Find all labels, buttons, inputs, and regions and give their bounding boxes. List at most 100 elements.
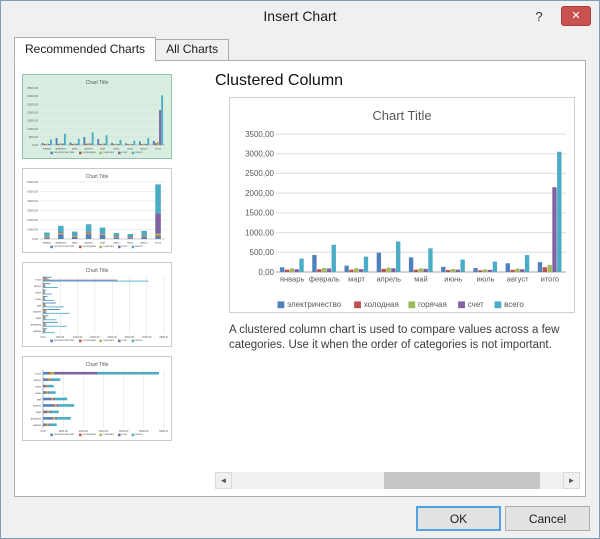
chart-thumbnail-stacked-bar[interactable]: Chart Title 0,00 1000,00 2000,00 3000,00 4000… [22,356,172,441]
svg-text:электричество: электричество [54,338,75,342]
chart-thumbnail-clustered-column[interactable]: Chart Title 0,00 500,00 1000,00 1500,00 2000,… [22,74,172,159]
svg-text:1000,00: 1000,00 [27,228,38,232]
svg-text:электричество: электричество [54,150,75,154]
scrollbar-track[interactable] [232,472,563,489]
svg-text:август: август [507,275,529,284]
svg-text:март: март [72,148,79,151]
svg-text:июль: июль [35,385,42,388]
chart-preview-frame: Chart Title 0,00 500,00 1000,00 1500,00 2000,… [229,97,575,313]
tab-recommended-charts[interactable]: Recommended Charts [14,37,157,62]
svg-text:счет: счет [122,244,129,248]
chart-thumbnail-stacked-column[interactable]: Chart Title 0,00 1000,00 2000,00 3000,00 4000… [22,168,172,253]
svg-text:2500,00: 2500,00 [245,169,274,178]
svg-text:1500,00: 1500,00 [245,209,274,218]
svg-text:июль: июль [127,148,134,151]
svg-text:горячая: горячая [418,300,447,309]
svg-text:июль: июль [35,291,42,294]
help-icon[interactable]: ? [527,7,551,26]
svg-text:4000,00: 4000,00 [27,199,38,203]
svg-text:2000,00: 2000,00 [79,429,89,433]
svg-text:май: май [414,275,428,284]
svg-text:март: март [36,411,43,414]
svg-text:0,00: 0,00 [40,335,46,339]
svg-text:счет: счет [468,300,484,309]
svg-text:июнь: июнь [113,242,120,245]
svg-text:6000,00: 6000,00 [27,180,38,184]
svg-text:март: март [72,242,79,245]
thumbnail-stacked-bar-chart: Chart Title 0,00 1000,00 2000,00 3000,00 4000… [31,362,168,437]
svg-text:3000,00: 3000,00 [245,150,274,159]
cancel-button[interactable]: Cancel [505,506,590,531]
svg-text:январь: январь [280,275,304,284]
svg-text:3500,00: 3500,00 [245,130,274,139]
svg-text:Chart Title: Chart Title [86,268,109,274]
thumbnail-clustered-bar-chart: Chart Title 0,00 500,00 1000,00 1500,00 2000,… [31,268,168,343]
chart-thumbnail-clustered-bar[interactable]: Chart Title 0,00 500,00 1000,00 1500,00 2000,… [22,262,172,347]
svg-text:2500,00: 2500,00 [27,102,38,106]
svg-text:1000,00: 1000,00 [58,429,68,433]
chart-description: A clustered column chart is used to comp… [229,324,560,351]
svg-text:счет: счет [122,338,129,342]
svg-text:март: март [348,275,365,284]
svg-text:1500,00: 1500,00 [27,119,38,123]
svg-text:1000,00: 1000,00 [245,228,274,237]
svg-text:январь: январь [33,424,42,427]
svg-text:январь: январь [43,148,52,151]
svg-text:0,00: 0,00 [32,143,38,147]
scrollbar-thumb[interactable] [384,472,540,489]
svg-text:1500,00: 1500,00 [90,335,100,339]
svg-text:3500,00: 3500,00 [159,335,168,339]
svg-text:2500,00: 2500,00 [125,335,135,339]
svg-text:1000,00: 1000,00 [27,127,38,131]
svg-text:май: май [37,397,42,401]
svg-text:май: май [100,147,105,151]
svg-text:всего: всего [504,300,524,309]
svg-text:3000,00: 3000,00 [27,209,38,213]
svg-text:август: август [34,285,42,288]
svg-text:Chart Title: Chart Title [86,362,109,368]
tab-all-charts[interactable]: All Charts [155,39,230,61]
svg-text:горячая: горячая [103,432,114,436]
svg-text:3000,00: 3000,00 [99,429,109,433]
dialog-title: Insert Chart [263,8,337,24]
svg-text:август: август [140,148,148,151]
chart-preview-svg: Chart Title 0,00 500,00 1000,00 1500,00 2000,… [245,108,566,309]
svg-text:январь: январь [43,242,52,245]
svg-text:апрель: апрель [33,311,42,314]
svg-text:горячая: горячая [103,150,114,154]
svg-text:февраль: февраль [31,323,42,327]
svg-text:итого: итого [155,148,162,151]
svg-text:1000,00: 1000,00 [73,335,83,339]
svg-text:март: март [36,317,43,320]
close-icon[interactable]: ✕ [561,6,591,26]
chart-thumbnail-list: Chart Title 0,00 500,00 1000,00 1500,00 2000,… [22,74,178,441]
svg-text:3000,00: 3000,00 [142,335,152,339]
svg-text:итого: итого [35,279,42,282]
svg-text:2000,00: 2000,00 [245,189,274,198]
svg-text:февраль: февраль [55,147,66,151]
svg-text:500,00: 500,00 [250,248,275,257]
scroll-left-icon[interactable]: ◄ [215,472,232,489]
svg-text:июнь: июнь [113,148,120,151]
svg-text:июнь: июнь [35,298,42,301]
svg-text:холодная: холодная [83,432,97,436]
svg-text:май: май [100,241,105,245]
svg-text:всего: всего [135,338,143,342]
svg-text:апрель: апрель [84,148,93,151]
svg-text:февраль: февраль [31,417,42,421]
thumbnail-clustered-column-chart: Chart Title 0,00 500,00 1000,00 1500,00 2000,… [27,80,165,155]
tab-bar: Recommended Charts All Charts [14,37,230,62]
ok-button[interactable]: OK [416,506,501,531]
svg-text:январь: январь [33,330,42,333]
scroll-right-icon[interactable]: ► [563,472,580,489]
svg-text:июнь: июнь [35,392,42,395]
svg-text:горячая: горячая [103,338,114,342]
svg-text:3000,00: 3000,00 [27,94,38,98]
svg-text:0,00: 0,00 [40,429,46,433]
svg-text:всего: всего [135,244,143,248]
svg-text:холодная: холодная [83,338,97,342]
svg-text:май: май [37,303,42,307]
svg-text:0,00: 0,00 [258,268,274,277]
svg-text:итого: итого [35,373,42,376]
svg-text:6000,00: 6000,00 [159,429,168,433]
